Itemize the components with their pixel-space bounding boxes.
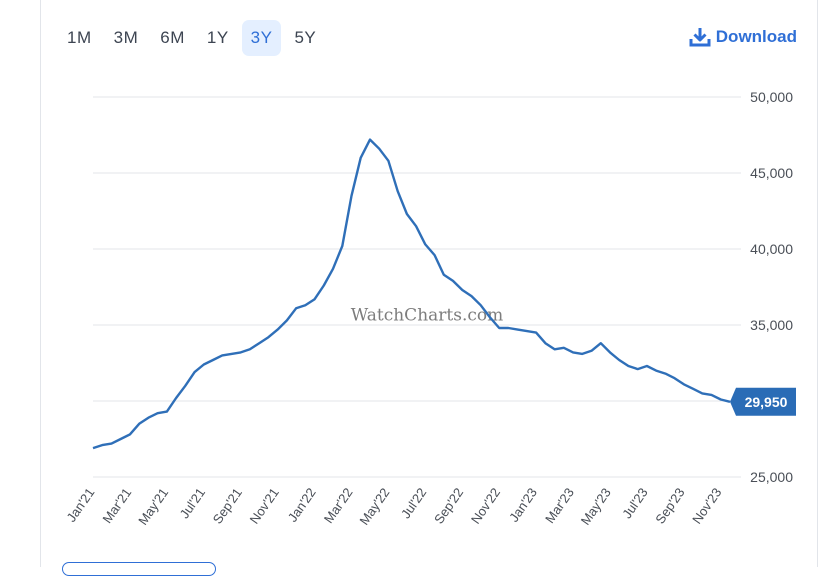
x-tick-label: May'23 (578, 485, 614, 528)
range-5y-button[interactable]: 5Y (294, 28, 317, 47)
chart-card (40, 0, 818, 567)
range-1y-button[interactable]: 1Y (206, 28, 229, 47)
range-selector: 1M 3M 6M 1Y 3Y 5Y (58, 20, 325, 56)
download-button[interactable]: Download (689, 26, 797, 48)
download-icon (689, 26, 711, 48)
y-tick-label: 50,000 (750, 89, 793, 105)
range-3y-button[interactable]: 3Y (241, 20, 282, 56)
x-tick-label: Sep'23 (652, 485, 687, 526)
download-label: Download (715, 27, 797, 46)
x-axis-ticks: Jan'21 Mar'21 May'21 Jul'21 Sep'21 Nov'21 Jan'… (63, 485, 724, 528)
x-tick-label: Jan'21 (63, 485, 97, 525)
range-3m-button[interactable]: 3M (113, 28, 139, 47)
grid-lines (93, 96, 741, 478)
x-tick-label: Jul'21 (177, 485, 209, 521)
x-tick-label: Sep'22 (431, 485, 466, 526)
x-tick-label: Mar'21 (99, 485, 134, 526)
watermark: WatchCharts.com (351, 305, 504, 325)
bottom-button[interactable] (62, 562, 216, 576)
series-line (92, 138, 731, 450)
current-value-badge: 29,950 (730, 387, 796, 416)
x-tick-label: Mar'22 (321, 485, 356, 526)
y-tick-label: 40,000 (750, 241, 793, 257)
x-tick-label: Jan'23 (506, 485, 540, 525)
range-6m-button[interactable]: 6M (160, 28, 185, 47)
x-tick-label: Nov'21 (247, 485, 282, 526)
x-tick-label: May'22 (356, 485, 392, 528)
x-tick-label: Sep'21 (210, 485, 245, 526)
x-tick-label: Nov'22 (468, 485, 503, 526)
x-tick-label: Jul'23 (619, 485, 651, 521)
y-tick-label: 45,000 (750, 165, 793, 181)
x-tick-label: Mar'23 (542, 485, 577, 526)
y-tick-label: 35,000 (750, 317, 793, 333)
range-1m-button[interactable]: 1M (67, 28, 92, 47)
x-tick-label: Jan'22 (285, 485, 319, 525)
x-tick-label: May'21 (135, 485, 171, 528)
y-tick-label: 25,000 (750, 469, 793, 485)
current-value-badge-shape (730, 387, 796, 416)
current-value-label: 29,950 (745, 394, 788, 410)
x-tick-label: Nov'23 (689, 485, 724, 526)
x-tick-label: Jul'22 (398, 485, 430, 521)
